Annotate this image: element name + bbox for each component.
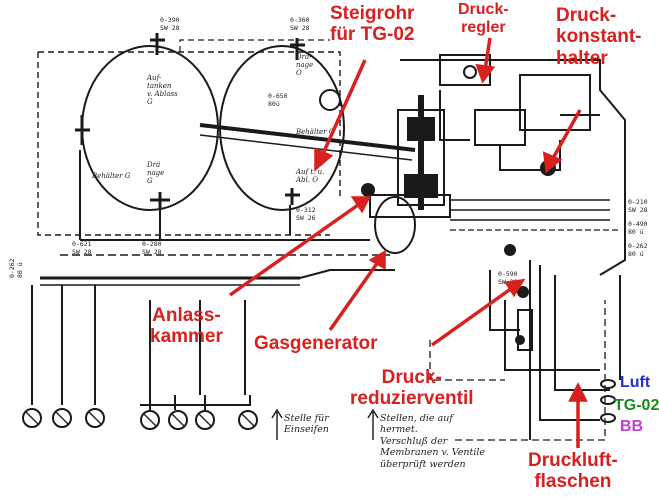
gauge [195, 410, 215, 430]
label-druckregler: Druck- regler [458, 1, 509, 37]
arrow-anlasskammer [228, 203, 360, 297]
behaelter-o-text: Behälter O [295, 128, 335, 136]
label-druckregler-line-2: regler [461, 18, 506, 36]
draenage-o-text-1: nage [296, 61, 313, 69]
label-konstanthalter-line-3: halter [556, 47, 608, 69]
v0312-text-0: 0-312 [296, 206, 316, 214]
gauge [85, 408, 105, 428]
label-druckluftflaschen-line-1: Druckluft- [528, 450, 618, 471]
v0262l-text-1: 80 ü [16, 262, 24, 278]
label-konstanthalter-line-2: konstant- [556, 26, 642, 48]
auftank-o-text-0: Auf t. u. [295, 168, 324, 176]
v0210-text-1: SW 28 [628, 206, 648, 214]
note-stellen-hermet: Stellen, die auf hermet. Verschluß der M… [380, 413, 485, 470]
v0280-text-1: SW 28 [142, 248, 162, 256]
label-steigrohr: Steigrohr für TG-02 [330, 3, 414, 46]
draenage-o-text-2: O [296, 69, 302, 77]
v0650-text-1: 80ü [268, 100, 280, 108]
gasgenerator-shape [374, 196, 416, 254]
draenage-g-text-0: Drä [146, 161, 160, 169]
label-anlasskammer-line-2: kammer [150, 326, 223, 348]
note-einseifen-line-1: Stelle für [284, 413, 329, 424]
v0312-text-1: SW 26 [296, 214, 316, 222]
label-druckregler-line-1: Druck- [458, 1, 509, 18]
legend-tg02: TG-02 [614, 397, 659, 414]
v0210-text-0: 0-210 [628, 198, 648, 206]
v0390-text-0: 0-390 [160, 16, 180, 24]
label-druckreduzierventil-line-1: Druck- [381, 367, 442, 388]
v0490-text-0: 0-490 [628, 220, 648, 228]
label-druckluftflaschen: Druckluft- flaschen [528, 450, 618, 493]
note-hermet-line-5: überprüft werden [380, 458, 466, 470]
note-hermet-line-3: Verschluß der [380, 435, 448, 447]
arrow-druckreduzier [430, 286, 514, 347]
label-steigrohr-line-1: Steigrohr [330, 3, 415, 24]
v0280-text-0: 0-280 [142, 240, 162, 248]
arrow-druckregler [483, 37, 492, 71]
label-anlasskammer: Anlass- kammer [150, 305, 223, 348]
v0360-text-1: SW 28 [290, 24, 310, 32]
gauge [52, 408, 72, 428]
draenage-g-text-1: nage [147, 169, 164, 177]
note-hermet-line-4: Membranen v. Ventile [380, 447, 486, 459]
arrow-steigrohr [320, 59, 367, 157]
label-druckkonstanthalter: Druck- konstant- halter [556, 5, 642, 69]
auftanken-text-0: Auf- [146, 74, 162, 82]
label-anlasskammer-line-1: Anlass- [152, 305, 221, 326]
auftanken-text-2: v. Ablass [147, 90, 178, 98]
arrow-gasgenerator [328, 260, 380, 332]
label-druckreduzierventil-line-2: reduzierventil [350, 388, 474, 410]
v0490-text-1: 80 ü [628, 228, 644, 236]
auftanken-text-3: G [147, 98, 153, 106]
label-druckreduzierventil: Druck- reduzierventil [350, 367, 474, 410]
v0262r-text-0: 0-262 [628, 242, 648, 250]
behaelter-g-text: Behälter G [91, 172, 131, 180]
tank-g [81, 45, 219, 211]
gauge [238, 410, 258, 430]
arrow-konstanthalter [550, 109, 582, 161]
legend-bb: BB [620, 418, 644, 435]
v0262r-text-1: 80 ü [628, 250, 644, 258]
v0621-text-0: 0-621 [72, 240, 92, 248]
v0390-text-1: SW 28 [160, 24, 180, 32]
v0590-text-0: 0-590 [498, 270, 518, 278]
label-konstanthalter-line-1: Druck- [556, 5, 617, 26]
note-hermet-line-2: hermet. [380, 424, 418, 436]
gauge [22, 408, 42, 428]
draenage-o-text-0: Drä- [295, 53, 312, 61]
label-druckluftflaschen-line-2: flaschen [534, 471, 612, 493]
v0360-text-0: 0-360 [290, 16, 310, 24]
label-gasgenerator: Gasgenerator [254, 333, 378, 354]
v0621-text-1: SW 28 [72, 248, 92, 256]
v0262l-text-0: 0-262 [8, 258, 16, 278]
auftank-o-text-1: Abl. O [295, 176, 318, 184]
v0650-text-0: 0-650 [268, 92, 288, 100]
label-steigrohr-line-2: für TG-02 [330, 24, 415, 46]
note-hermet-line-1: Stellen, die auf [380, 413, 453, 424]
gauge [140, 410, 160, 430]
note-einseifen-line-2: Einseifen [284, 424, 329, 436]
gauge [168, 410, 188, 430]
legend-luft: Luft [620, 374, 651, 391]
auftanken-text-1: tanken [147, 82, 172, 90]
draenage-g-text-2: G [147, 177, 153, 185]
note-stelle-einseifen: Stelle für Einseifen [284, 413, 329, 436]
